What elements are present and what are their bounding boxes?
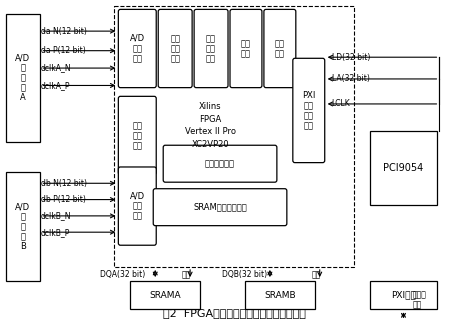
Text: LCLK: LCLK	[332, 99, 351, 109]
Text: PXI
接口
控制
模块: PXI 接口 控制 模块	[302, 91, 315, 130]
Text: 增益
控制: 增益 控制	[241, 39, 251, 58]
Text: db P(12 bit): db P(12 bit)	[41, 195, 86, 204]
Text: dclkB_P: dclkB_P	[41, 228, 70, 237]
Text: SRAMA: SRAMA	[149, 291, 181, 300]
FancyBboxPatch shape	[370, 281, 438, 309]
FancyBboxPatch shape	[118, 96, 156, 175]
FancyBboxPatch shape	[153, 189, 287, 226]
Text: da P(12 bit): da P(12 bit)	[41, 46, 85, 55]
FancyBboxPatch shape	[163, 145, 277, 182]
FancyBboxPatch shape	[158, 9, 192, 88]
Text: dclkA_N: dclkA_N	[41, 63, 71, 72]
FancyBboxPatch shape	[6, 14, 40, 142]
FancyBboxPatch shape	[6, 172, 40, 281]
Text: dclkA_P: dclkA_P	[41, 81, 70, 90]
FancyBboxPatch shape	[130, 281, 200, 309]
Text: SRAM接口控制模块: SRAM接口控制模块	[193, 203, 247, 212]
Text: dclkB_N: dclkB_N	[41, 211, 71, 220]
Text: PXI主机: PXI主机	[391, 291, 416, 300]
Text: 时钟管理模块: 时钟管理模块	[205, 159, 235, 168]
Text: PCI9054: PCI9054	[383, 163, 424, 173]
FancyBboxPatch shape	[245, 281, 315, 309]
Text: DQA(32 bit): DQA(32 bit)	[101, 270, 146, 279]
FancyBboxPatch shape	[370, 131, 438, 205]
FancyBboxPatch shape	[264, 9, 296, 88]
Text: DQB(32 bit): DQB(32 bit)	[222, 270, 267, 279]
Text: 触发
电平
控制: 触发 电平 控制	[170, 34, 180, 63]
FancyBboxPatch shape	[230, 9, 262, 88]
Text: A/D
转
换
器
A: A/D 转 换 器 A	[15, 53, 30, 102]
Text: A/D
接口
模块: A/D 接口 模块	[130, 34, 145, 63]
FancyBboxPatch shape	[118, 167, 156, 245]
Text: 数据、
命令: 数据、 命令	[412, 290, 426, 309]
Text: 图2  FPGA内部模块的划分和数据流向框图: 图2 FPGA内部模块的划分和数据流向框图	[162, 308, 306, 317]
Text: da N(12 bit): da N(12 bit)	[41, 27, 87, 36]
Text: A/D
接口
模块: A/D 接口 模块	[130, 192, 145, 221]
Text: SRAMB: SRAMB	[264, 291, 296, 300]
Text: db N(12 bit): db N(12 bit)	[41, 179, 87, 188]
Text: Xilins
FPGA
Vertex II Pro
XC2VP20: Xilins FPGA Vertex II Pro XC2VP20	[184, 102, 235, 149]
FancyBboxPatch shape	[114, 6, 354, 267]
Text: 数据
降速
模块: 数据 降速 模块	[132, 121, 142, 150]
Text: LD(32 bit): LD(32 bit)	[332, 53, 370, 62]
Text: A/D
转
换
器
B: A/D 转 换 器 B	[15, 202, 30, 251]
FancyBboxPatch shape	[194, 9, 228, 88]
Text: 控制: 控制	[182, 270, 191, 279]
Text: 控制: 控制	[311, 270, 321, 279]
Text: LA(32 bit): LA(32 bit)	[332, 74, 370, 83]
Text: 触发
模式
控制: 触发 模式 控制	[206, 34, 216, 63]
Text: 偏置
控制: 偏置 控制	[275, 39, 285, 58]
FancyBboxPatch shape	[293, 58, 325, 163]
FancyBboxPatch shape	[118, 9, 156, 88]
